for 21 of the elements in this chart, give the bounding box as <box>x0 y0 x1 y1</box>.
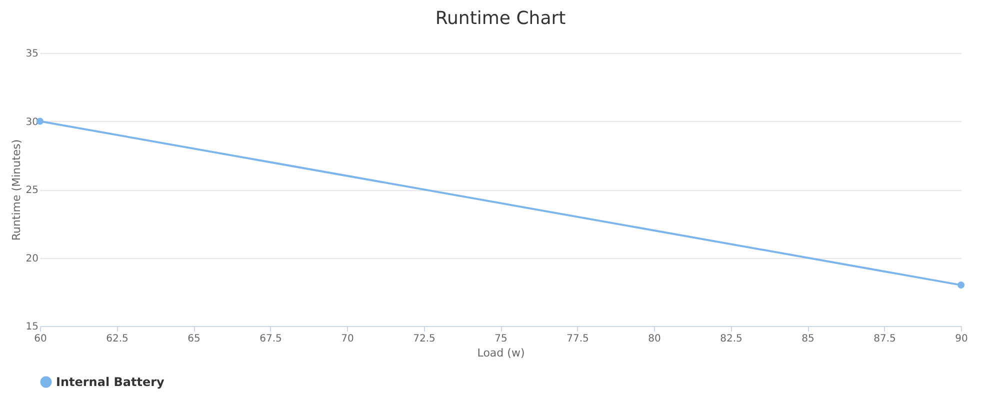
x-tick-label: 60 <box>34 334 47 344</box>
y-tick-label: 35 <box>26 48 38 60</box>
x-tick-label: 70 <box>341 334 354 344</box>
x-tick-label: 85 <box>802 334 814 344</box>
x-tick-label: 82.5 <box>720 334 742 344</box>
y-tick-label: 20 <box>26 253 38 264</box>
x-tick-label: 62.5 <box>106 334 128 344</box>
x-tick-label: 72.5 <box>413 334 436 344</box>
x-tick-label: 80 <box>648 334 661 344</box>
chart-title: Runtime Chart <box>435 8 566 29</box>
y-axis-title: Runtime (Minutes) <box>10 139 23 241</box>
x-tick-label: 75 <box>494 334 508 344</box>
x-tick-label: 90 <box>955 334 968 344</box>
y-tick-label: 15 <box>26 322 38 332</box>
y-tick-label: 25 <box>26 185 38 196</box>
legend-label: Internal Battery <box>56 375 165 389</box>
x-tick-label: 65 <box>188 334 200 344</box>
x-tick-label: 77.5 <box>566 334 589 344</box>
x-axis-title: Load (w) <box>477 346 525 360</box>
x-tick-label: 67.5 <box>260 334 282 344</box>
x-tick-label: 87.5 <box>874 334 896 344</box>
